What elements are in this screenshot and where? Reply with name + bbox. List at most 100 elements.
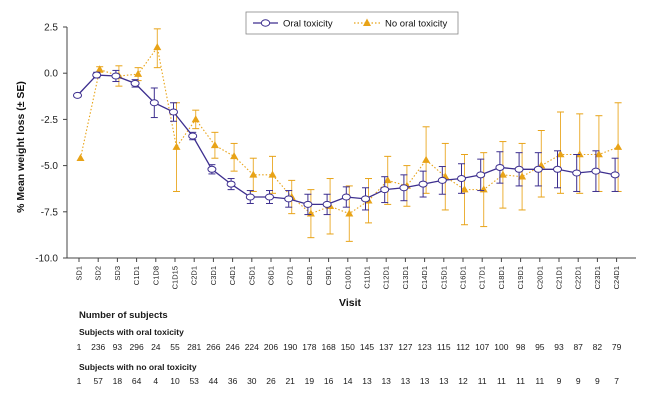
subject-count: 145 xyxy=(359,342,375,352)
legend-no-oral-label: No oral toxicity xyxy=(385,19,448,30)
subject-count: 150 xyxy=(340,342,355,352)
legend-oral-label: Oral toxicity xyxy=(283,19,333,30)
x-tick-label: C7D1 xyxy=(286,266,295,285)
legend-oral-marker xyxy=(260,19,271,27)
data-point xyxy=(76,154,85,162)
subject-count: 9 xyxy=(556,376,562,386)
data-point xyxy=(437,176,447,184)
subject-count: 224 xyxy=(244,342,259,352)
x-tick-label: C3D1 xyxy=(209,266,218,285)
subject-count: 13 xyxy=(381,376,391,386)
x-tick-label: C5D1 xyxy=(247,266,256,285)
data-point xyxy=(380,186,390,194)
subject-count: 4 xyxy=(153,376,159,386)
subject-count: 112 xyxy=(456,342,470,352)
data-point xyxy=(95,65,104,73)
x-tick-label: C11D1 xyxy=(363,266,372,289)
legend: Oral toxicity No oral toxicity xyxy=(245,11,459,35)
data-point xyxy=(149,99,159,107)
series-oral-toxicity xyxy=(73,69,620,216)
subject-count: 11 xyxy=(477,376,487,386)
x-tick-label: C23D1 xyxy=(593,266,602,289)
x-tick-label: SD1 xyxy=(75,266,84,281)
subject-count: 13 xyxy=(400,376,411,386)
x-tick-label: C22D1 xyxy=(574,266,583,289)
data-point xyxy=(153,43,162,51)
data-point xyxy=(130,79,140,87)
data-point xyxy=(361,195,370,203)
data-point xyxy=(73,91,82,99)
x-tick-label: C17D1 xyxy=(478,266,487,289)
subject-count: 115 xyxy=(437,342,451,352)
data-point xyxy=(498,170,507,178)
data-point xyxy=(556,150,565,158)
data-point xyxy=(345,209,354,217)
subject-count: 168 xyxy=(321,342,336,352)
subject-count: 55 xyxy=(170,342,180,352)
data-point xyxy=(591,167,601,175)
x-tick-label: C6D1 xyxy=(267,266,276,285)
y-tick-label: 0.0 xyxy=(44,69,58,80)
x-tick-label: SD3 xyxy=(113,266,122,281)
subject-count: 53 xyxy=(189,376,199,386)
x-tick-label: C12D1 xyxy=(382,266,391,289)
subject-count: 98 xyxy=(515,342,526,352)
x-tick-label: C21D1 xyxy=(555,266,564,289)
subject-count: 79 xyxy=(611,342,622,352)
subject-count: 9 xyxy=(595,376,600,386)
x-tick-label: C4D1 xyxy=(228,266,237,285)
data-point xyxy=(169,108,178,116)
y-tick-label: 2.5 xyxy=(44,23,58,34)
subject-count: 281 xyxy=(187,342,202,352)
subject-count: 82 xyxy=(592,342,603,352)
subject-count: 11 xyxy=(535,376,545,386)
data-point xyxy=(575,150,584,158)
x-tick-label: C9D1 xyxy=(324,266,333,285)
y-tick-label: -7.5 xyxy=(41,207,59,218)
subject-count: 16 xyxy=(323,376,334,386)
subject-count: 19 xyxy=(304,376,315,386)
x-ticks: SD1 SD2 SD3 C1D1 C1D8 C1D15 C2D1 C3D1 C4D1 C5D1 C6… xyxy=(75,258,621,289)
data-point xyxy=(172,142,181,150)
x-tick-label: C8D1 xyxy=(305,266,314,285)
subject-count: 12 xyxy=(458,376,468,386)
data-point xyxy=(322,200,332,208)
data-point xyxy=(245,193,255,201)
x-tick-label: C1D1 xyxy=(132,266,141,285)
subject-count: 11 xyxy=(516,376,526,386)
x-tick-label: C14D1 xyxy=(420,266,429,289)
y-axis-label: % Mean weight loss (± SE) xyxy=(15,81,27,213)
data-point xyxy=(226,180,236,188)
data-point xyxy=(514,165,524,173)
subject-count: 296 xyxy=(129,342,144,352)
data-point xyxy=(518,172,527,180)
data-point xyxy=(383,176,392,184)
subject-count: 127 xyxy=(398,342,413,352)
x-tick-label: C13D1 xyxy=(401,266,410,289)
legend-box xyxy=(245,11,459,35)
data-point xyxy=(476,171,486,179)
x-tick-label: C1D8 xyxy=(151,266,160,285)
data-point xyxy=(533,165,543,173)
data-point xyxy=(249,170,258,178)
subject-count: 9 xyxy=(575,376,581,386)
subject-count: 87 xyxy=(573,342,583,352)
subject-count: 236 xyxy=(91,342,106,352)
x-tick-label: C24D1 xyxy=(612,266,621,289)
legend-no-oral-marker xyxy=(363,18,371,26)
subject-count: 190 xyxy=(283,342,298,352)
subject-count: 13 xyxy=(362,376,372,386)
data-point xyxy=(399,184,409,192)
subject-count: 1 xyxy=(76,376,82,386)
subject-count: 93 xyxy=(554,342,564,352)
data-point xyxy=(303,200,313,208)
data-point xyxy=(572,169,582,177)
series-line xyxy=(77,74,616,206)
subject-count: 14 xyxy=(343,376,353,386)
data-point xyxy=(594,150,603,158)
data-point xyxy=(188,132,198,140)
subject-count: 178 xyxy=(302,342,317,352)
subject-count: 18 xyxy=(112,376,123,386)
subject-count: 13 xyxy=(419,376,430,386)
